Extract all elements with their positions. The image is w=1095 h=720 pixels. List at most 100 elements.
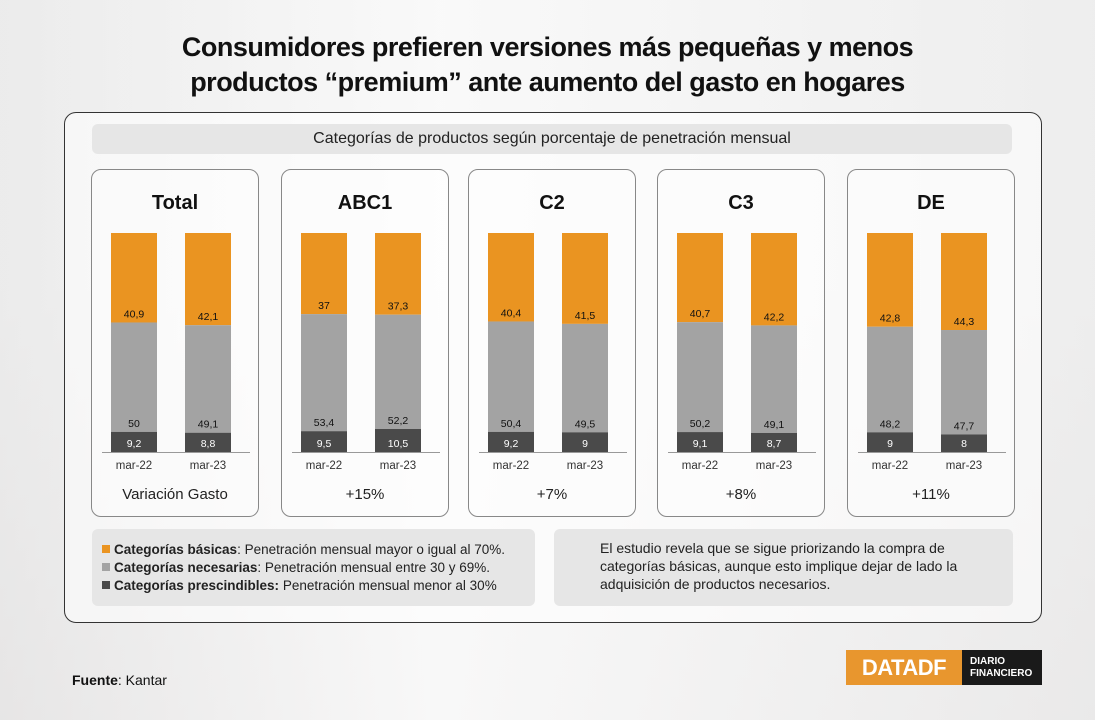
note-line-1: El estudio revela que se sigue priorizan… — [600, 540, 945, 556]
panel-spend-variation: +11% — [912, 486, 950, 503]
panel-chart: 40,4 50,4 9,2 mar-22 41,5 49,5 9 mar-23 — [479, 233, 627, 472]
data-label-basicas-mar-22: 40,9 — [124, 308, 145, 320]
note-line-3: adquisición de productos necesarios. — [600, 576, 831, 592]
legend-swatch-basicas — [102, 545, 110, 553]
note-line-2: categorías básicas, aunque esto implique… — [600, 558, 958, 574]
bar-segment-necesarias-mar-22 — [488, 321, 534, 432]
data-label-necesarias-mar-22: 50 — [128, 418, 140, 430]
logo-data-block: DATADF — [846, 650, 962, 685]
panel-chart: 40,9 50 9,2 mar-22 42,1 49,1 8,8 mar-23 — [102, 233, 250, 472]
legend-label-necesarias: Categorías necesarias — [114, 560, 258, 575]
data-label-necesarias-mar-23: 49,5 — [575, 418, 596, 430]
data-label-basicas-mar-22: 40,4 — [501, 307, 522, 319]
bar-segment-prescindibles-mar-22 — [301, 431, 347, 452]
panel-chart: 42,8 48,2 9 mar-22 44,3 47,7 8 mar-23 — [858, 233, 1006, 472]
panel-c2: C2 +7% 40,4 50,4 9,2 mar-22 41,5 49,5 9 mar-23 — [468, 169, 636, 517]
data-label-prescindibles-mar-23: 9 — [582, 438, 588, 450]
data-label-basicas-mar-23: 44,3 — [954, 316, 975, 328]
panel-spend-variation: +7% — [536, 486, 568, 503]
bar-segment-basicas-mar-22 — [301, 233, 347, 315]
bar-segment-basicas-mar-23 — [941, 233, 987, 331]
data-label-prescindibles-mar-23: 10,5 — [388, 438, 409, 450]
legend-label-prescindibles: Categorías prescindibles: — [114, 578, 280, 593]
bar-segment-prescindibles-mar-23 — [941, 434, 987, 452]
bar-segment-necesarias-mar-22 — [111, 322, 157, 432]
x-tick-label: mar-22 — [493, 460, 529, 472]
data-label-prescindibles-mar-22: 9,2 — [504, 438, 519, 450]
x-tick-label: mar-22 — [306, 460, 342, 472]
bar-segment-necesarias-mar-23 — [185, 325, 231, 433]
data-label-necesarias-mar-22: 48,2 — [880, 418, 901, 430]
legend-item-necesarias: Categorías necesarias: Penetración mensu… — [102, 559, 535, 577]
legend-swatch-necesarias — [102, 563, 110, 571]
data-label-prescindibles-mar-23: 8 — [961, 438, 967, 450]
bar-segment-prescindibles-mar-23 — [562, 432, 608, 452]
data-label-basicas-mar-23: 37,3 — [388, 301, 409, 313]
data-label-prescindibles-mar-23: 8,8 — [201, 438, 216, 450]
data-label-necesarias-mar-23: 49,1 — [198, 419, 219, 431]
x-tick-label: mar-23 — [190, 460, 226, 472]
bar-segment-basicas-mar-22 — [677, 233, 723, 323]
data-label-prescindibles-mar-23: 8,7 — [767, 438, 782, 450]
data-label-necesarias-mar-23: 52,2 — [388, 415, 409, 427]
bar-segment-prescindibles-mar-22 — [111, 431, 157, 452]
legend-desc-basicas: Penetración mensual mayor o igual al 70%… — [244, 542, 505, 557]
bar-segment-basicas-mar-23 — [185, 233, 231, 326]
data-label-basicas-mar-23: 42,1 — [198, 311, 219, 323]
data-label-basicas-mar-22: 40,7 — [690, 308, 711, 320]
bar-segment-necesarias-mar-22 — [301, 314, 347, 432]
bar-segment-prescindibles-mar-22 — [867, 432, 913, 452]
data-label-necesarias-mar-23: 49,1 — [764, 419, 785, 431]
data-label-prescindibles-mar-22: 9,2 — [127, 438, 142, 450]
x-tick-label: mar-23 — [946, 460, 982, 472]
data-label-prescindibles-mar-22: 9,5 — [317, 438, 332, 450]
data-label-prescindibles-mar-22: 9 — [887, 438, 893, 450]
title-line-1: Consumidores prefieren versiones más peq… — [181, 32, 914, 62]
panel-chart: 37 53,4 9,5 mar-22 37,3 52,2 10,5 mar-23 — [292, 233, 440, 472]
legend-desc-prescindibles: Penetración mensual menor al 30% — [282, 578, 497, 593]
legend-item-basicas: Categorías básicas: Penetración mensual … — [102, 541, 535, 559]
panel-spend-variation: +8% — [725, 486, 757, 503]
legend-desc-necesarias: Penetración mensual entre 30 y 69%. — [264, 560, 490, 575]
panel-total: Total Variación Gasto 40,9 50 9,2 mar-22 42,1 4… — [91, 169, 259, 517]
source-text: : Kantar — [117, 672, 167, 688]
datadf-logo: DATADF DIARIO FINANCIERO — [846, 650, 1042, 685]
source: Fuente: Kantar — [72, 672, 167, 688]
data-label-basicas-mar-23: 41,5 — [575, 310, 596, 322]
x-tick-label: mar-22 — [116, 460, 152, 472]
bar-segment-necesarias-mar-23 — [751, 325, 797, 433]
x-tick-label: mar-22 — [872, 460, 908, 472]
bar-segment-prescindibles-mar-23 — [185, 432, 231, 452]
panel-abc1: ABC1 +15% 37 53,4 9,5 mar-22 37,3 52,2 10,5 mar-2… — [281, 169, 449, 517]
study-note: El estudio revela que se sigue priorizan… — [554, 529, 1013, 606]
bar-segment-necesarias-mar-23 — [562, 323, 608, 433]
data-label-necesarias-mar-22: 53,4 — [314, 417, 335, 429]
data-label-necesarias-mar-23: 47,7 — [954, 420, 975, 432]
legend-swatch-prescindibles — [102, 581, 110, 589]
panel-title: ABC1 — [337, 192, 393, 214]
bar-segment-necesarias-mar-23 — [941, 330, 987, 435]
panel-title: C2 — [539, 192, 565, 214]
panel-title: DE — [917, 192, 945, 214]
logo-diario-block: DIARIO FINANCIERO — [962, 650, 1042, 685]
logo-data-text: DATA — [861, 655, 918, 680]
data-label-prescindibles-mar-22: 9,1 — [693, 438, 708, 450]
panel-c3: C3 +8% 40,7 50,2 9,1 mar-22 42,2 49,1 8,7 mar-23 — [657, 169, 825, 517]
panel-spend-variation: +15% — [345, 486, 385, 503]
panel-title: C3 — [728, 192, 754, 214]
bar-segment-basicas-mar-23 — [751, 233, 797, 326]
data-label-basicas-mar-22: 37 — [318, 300, 330, 312]
source-label: Fuente — [72, 672, 118, 688]
bar-segment-basicas-mar-22 — [488, 233, 534, 322]
legend: Categorías básicas: Penetración mensual … — [92, 529, 535, 606]
bar-segment-basicas-mar-23 — [562, 233, 608, 324]
bar-segment-prescindibles-mar-23 — [751, 432, 797, 452]
legend-sep: : — [237, 542, 245, 557]
bar-segment-basicas-mar-23 — [375, 233, 421, 315]
bar-segment-prescindibles-mar-22 — [488, 431, 534, 452]
logo-df-text: DF — [917, 655, 947, 680]
x-tick-label: mar-23 — [756, 460, 792, 472]
chart-subtitle: Categorías de productos según porcentaje… — [92, 124, 1012, 154]
panel-spend-variation: Variación Gasto — [122, 486, 228, 503]
title-line-2: productos “premium” ante aumento del gas… — [190, 67, 905, 97]
